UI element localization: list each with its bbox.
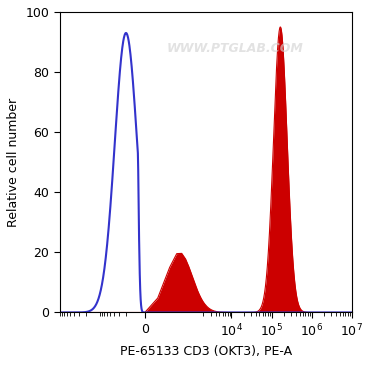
X-axis label: PE-65133 CD3 (OKT3), PE-A: PE-65133 CD3 (OKT3), PE-A: [120, 345, 292, 358]
Y-axis label: Relative cell number: Relative cell number: [7, 98, 20, 227]
Text: WWW.PTGLAB.COM: WWW.PTGLAB.COM: [166, 42, 303, 54]
